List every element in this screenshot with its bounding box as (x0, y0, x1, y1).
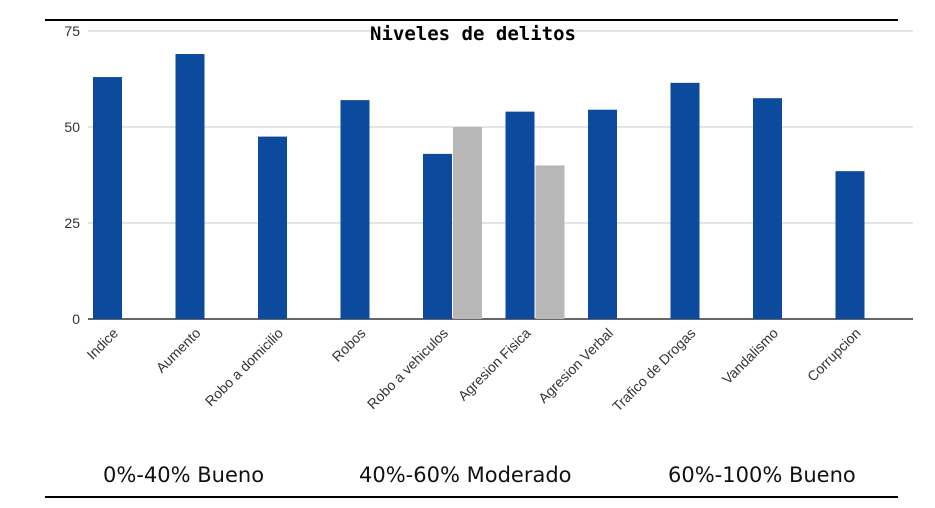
y-axis-ticks: 0 25 50 75 (64, 23, 80, 327)
y-tick-label: 0 (72, 311, 80, 327)
bar-primary (340, 100, 370, 320)
x-tick-label: Robos (329, 325, 369, 365)
y-tick-label: 50 (64, 119, 80, 135)
x-tick-label: Corrupcion (804, 325, 864, 385)
legend-mid: 40%-60% Moderado (359, 463, 572, 487)
gridlines (88, 30, 913, 320)
bar-primary (505, 111, 535, 319)
legend-high: 60%-100% Bueno (668, 463, 856, 487)
x-tick-label: Robo a vehiculos (364, 325, 451, 412)
bar-primary (835, 171, 865, 319)
bar-primary (175, 54, 205, 319)
legend-low: 0%-40% Bueno (103, 463, 265, 487)
x-tick-label: Aumento (153, 325, 204, 376)
x-tick-label: Indice (83, 325, 121, 363)
bar-primary (93, 77, 122, 319)
x-tick-label: Agresion Fisica (455, 325, 534, 404)
x-tick-label: Agresion Verbal (535, 325, 616, 406)
y-tick-label: 25 (64, 215, 80, 231)
bar-primary (258, 136, 287, 319)
x-tick-label: Vandalismo (719, 325, 781, 387)
bar-primary (753, 98, 782, 319)
chart-title: Niveles de delitos (370, 23, 576, 45)
y-tick-label: 75 (64, 23, 80, 39)
bar-primary (670, 82, 700, 319)
bars (93, 54, 865, 320)
bar-primary (423, 153, 452, 319)
bottom-rule (45, 496, 898, 498)
bar-secondary (535, 165, 565, 319)
x-tick-label: Trafico de Drogas (609, 325, 699, 415)
bar-secondary (453, 127, 482, 319)
x-tick-label: Robo a domicilio (202, 325, 287, 410)
top-rule (45, 19, 898, 21)
legend-row: 0%-40% Bueno 40%-60% Moderado 60%-100% B… (0, 463, 935, 499)
bar-primary (588, 109, 617, 319)
title-background (375, 22, 575, 44)
